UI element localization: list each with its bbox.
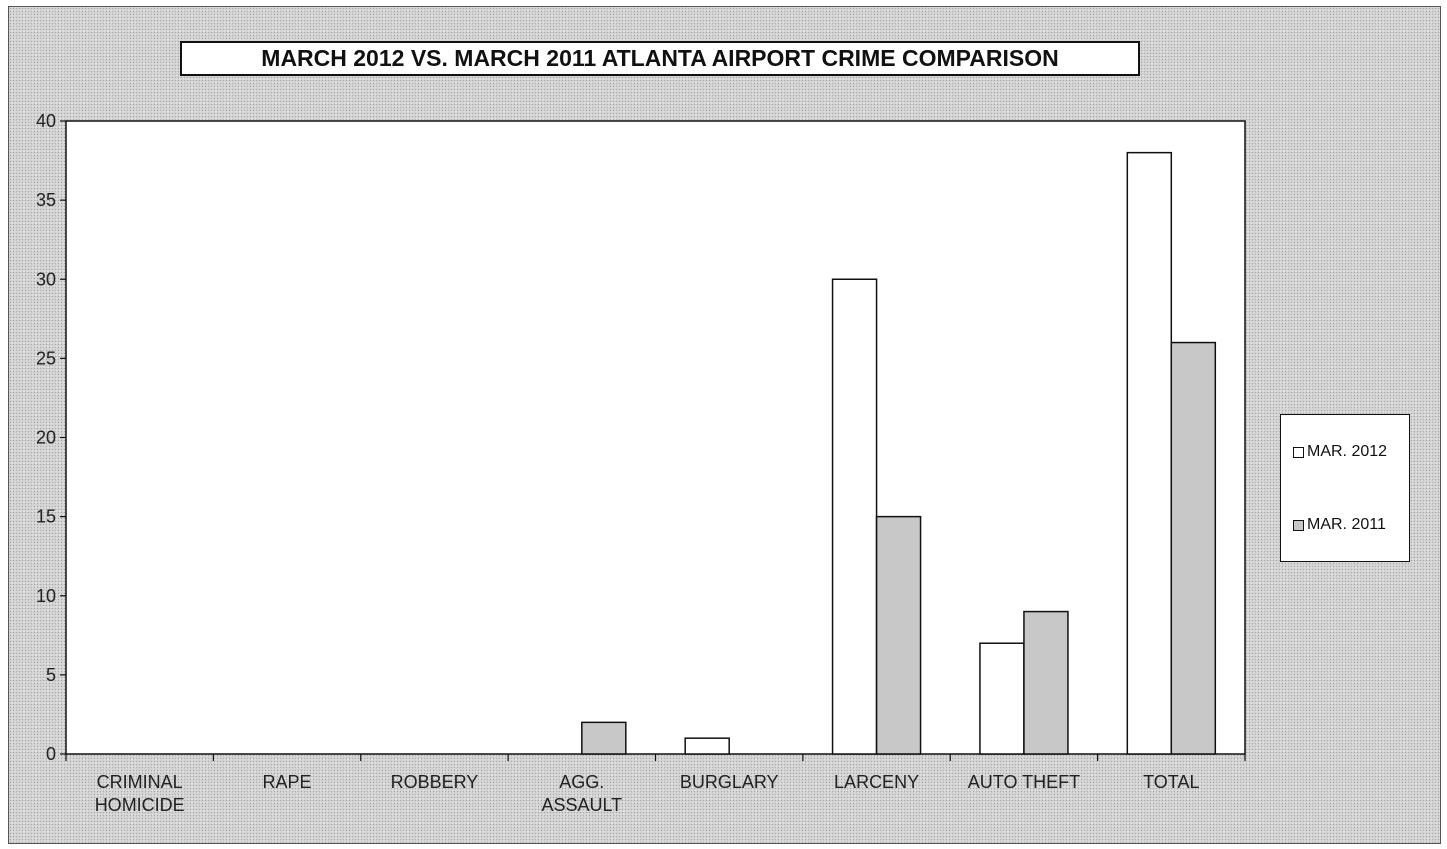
bar-mar-2011	[581, 721, 627, 755]
bar-mar-2012	[684, 737, 730, 755]
bar-mar-2012	[979, 642, 1025, 755]
x-category-label: AGG.	[559, 772, 604, 792]
legend: MAR. 2012 MAR. 2011	[1280, 414, 1410, 562]
bar-mar-2012	[1126, 151, 1173, 755]
y-tick-label: 15	[36, 507, 56, 527]
bar-mar-2011	[875, 515, 922, 755]
x-category-label: TOTAL	[1143, 772, 1199, 792]
legend-item-2012: MAR. 2012	[1293, 443, 1387, 461]
y-tick-label: 30	[36, 269, 56, 289]
y-tick-label: 25	[36, 348, 56, 368]
bar-mar-2011	[1023, 610, 1069, 755]
y-tick-label: 35	[36, 190, 56, 210]
y-tick-label: 10	[36, 586, 56, 606]
y-tick-label: 20	[36, 428, 56, 448]
legend-label-2011: MAR. 2011	[1307, 516, 1386, 533]
y-tick-label: 40	[36, 111, 56, 131]
x-category-label: LARCENY	[834, 772, 919, 792]
x-category-label: CRIMINAL	[97, 772, 183, 792]
bar-mar-2012	[831, 278, 878, 755]
y-tick-label: 0	[46, 744, 56, 764]
chart-title: MARCH 2012 VS. MARCH 2011 ATLANTA AIRPOR…	[180, 41, 1140, 76]
x-category-label: RAPE	[263, 772, 312, 792]
legend-swatch-2012	[1293, 446, 1304, 458]
x-category-label: ASSAULT	[541, 795, 622, 815]
legend-swatch-2011	[1293, 519, 1304, 531]
y-tick-label: 5	[46, 665, 56, 685]
x-category-label: BURGLARY	[680, 772, 779, 792]
legend-label-2012: MAR. 2012	[1307, 443, 1388, 460]
x-category-label: ROBBERY	[391, 772, 479, 792]
x-category-label: HOMICIDE	[95, 795, 185, 815]
x-category-label: AUTO THEFT	[968, 772, 1080, 792]
bar-mar-2011	[1170, 341, 1217, 755]
legend-item-2011: MAR. 2011	[1293, 516, 1386, 534]
